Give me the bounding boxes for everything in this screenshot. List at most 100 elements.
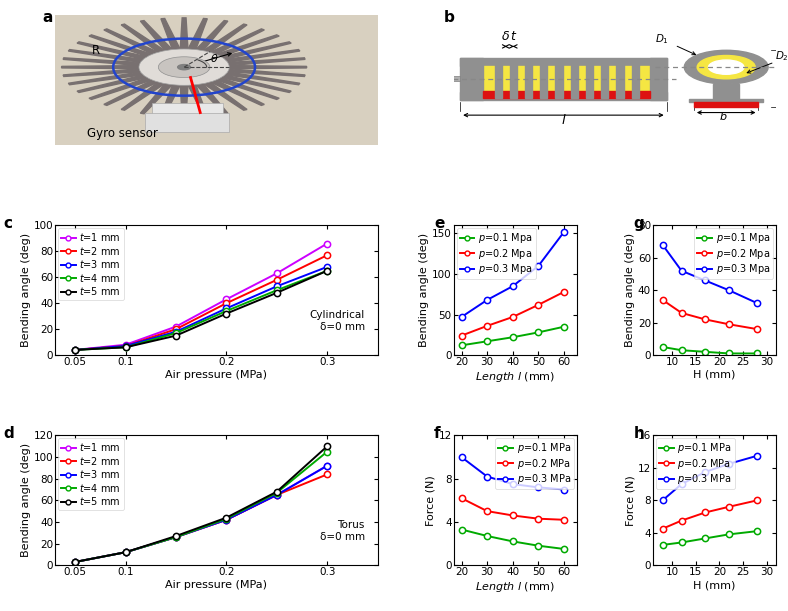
Polygon shape (203, 24, 247, 52)
Bar (571, 59, 578, 98)
Text: R: R (92, 44, 100, 57)
Bar (650, 58, 667, 100)
Polygon shape (121, 82, 165, 110)
Y-axis label: Force (N): Force (N) (625, 475, 635, 525)
Bar (586, 59, 593, 98)
Circle shape (708, 60, 744, 75)
Bar (495, 59, 502, 98)
Circle shape (158, 57, 210, 78)
Y-axis label: Force (N): Force (N) (426, 475, 436, 525)
Polygon shape (77, 42, 147, 59)
Y-axis label: Bending angle (deg): Bending angle (deg) (625, 233, 635, 347)
Text: $b$: $b$ (719, 111, 727, 122)
Text: Torus
δ=0 mm: Torus δ=0 mm (319, 520, 365, 542)
Polygon shape (229, 65, 307, 68)
Polygon shape (89, 35, 152, 57)
X-axis label: Air pressure (MPa): Air pressure (MPa) (165, 580, 267, 590)
Bar (601, 59, 608, 98)
Polygon shape (63, 69, 140, 76)
Bar (460, 92, 667, 100)
Bar (541, 59, 548, 98)
Text: $D_2$: $D_2$ (775, 49, 788, 62)
Polygon shape (196, 84, 228, 114)
Polygon shape (89, 78, 152, 100)
Polygon shape (161, 18, 180, 49)
Text: $\theta$: $\theta$ (210, 52, 218, 64)
X-axis label: $\it{Length\ l}$ (mm): $\it{Length\ l}$ (mm) (475, 580, 556, 594)
Text: d: d (4, 426, 14, 441)
Polygon shape (216, 78, 279, 100)
Bar (448, 76, 460, 81)
Text: h: h (634, 426, 645, 441)
Bar (146, 112, 229, 132)
Polygon shape (161, 85, 180, 116)
Polygon shape (104, 80, 158, 106)
Polygon shape (225, 49, 300, 62)
Bar (690, 99, 764, 102)
Bar (152, 103, 223, 117)
Polygon shape (203, 82, 247, 110)
Polygon shape (216, 35, 279, 57)
Text: Gyro sensor: Gyro sensor (87, 127, 158, 140)
Text: Cylindrical
δ=0 mm: Cylindrical δ=0 mm (310, 310, 365, 332)
Text: f: f (434, 426, 440, 441)
Text: g: g (634, 216, 645, 232)
Polygon shape (210, 80, 264, 106)
Polygon shape (188, 18, 207, 49)
Polygon shape (77, 75, 147, 92)
Bar (556, 59, 563, 98)
Text: c: c (4, 216, 13, 232)
Polygon shape (221, 42, 291, 59)
Bar (483, 91, 650, 98)
Polygon shape (61, 65, 139, 68)
X-axis label: H (mm): H (mm) (693, 370, 736, 380)
Circle shape (139, 49, 229, 86)
Y-axis label: Bending angle (deg): Bending angle (deg) (20, 443, 31, 557)
Legend: $\mathit{p}$=0.1 Mpa, $\mathit{p}$=0.2 Mpa, $\mathit{p}$=0.3 Mpa: $\mathit{p}$=0.1 Mpa, $\mathit{p}$=0.2 M… (457, 229, 536, 279)
Bar (460, 58, 667, 66)
Text: $l$: $l$ (560, 113, 567, 127)
Polygon shape (140, 21, 173, 51)
Polygon shape (63, 58, 140, 65)
Legend: $\mathit{p}$=0.1 MPa, $\mathit{p}$=0.2 MPa, $\mathit{p}$=0.3 MPa: $\mathit{p}$=0.1 MPa, $\mathit{p}$=0.2 M… (656, 439, 735, 489)
Bar (616, 59, 623, 98)
Text: $t$: $t$ (510, 30, 517, 43)
X-axis label: H (mm): H (mm) (693, 580, 736, 590)
Bar (694, 102, 758, 107)
Bar (525, 59, 532, 98)
Bar (510, 59, 517, 98)
Polygon shape (225, 72, 300, 85)
Bar (460, 58, 483, 100)
Bar (483, 66, 650, 92)
Legend: $\mathit{p}$=0.1 MPa, $\mathit{p}$=0.2 MPa, $\mathit{p}$=0.3 MPa: $\mathit{p}$=0.1 MPa, $\mathit{p}$=0.2 M… (495, 439, 574, 489)
Polygon shape (188, 85, 207, 116)
Polygon shape (228, 69, 305, 76)
Polygon shape (210, 29, 264, 54)
X-axis label: $\it{Length\ l}$ (mm): $\it{Length\ l}$ (mm) (475, 370, 556, 384)
Circle shape (697, 56, 755, 79)
Polygon shape (140, 84, 173, 114)
Polygon shape (69, 72, 143, 85)
Polygon shape (104, 29, 158, 54)
Circle shape (177, 65, 191, 70)
Legend: $\mathit{p}$=0.1 Mpa, $\mathit{p}$=0.2 Mpa, $\mathit{p}$=0.3 Mpa: $\mathit{p}$=0.1 Mpa, $\mathit{p}$=0.2 M… (694, 229, 773, 279)
Text: $\delta$: $\delta$ (501, 30, 510, 43)
Polygon shape (228, 58, 305, 65)
Y-axis label: Bending angle (deg): Bending angle (deg) (20, 233, 31, 347)
Text: b: b (444, 10, 455, 25)
X-axis label: Air pressure (MPa): Air pressure (MPa) (165, 370, 267, 380)
Text: e: e (434, 216, 444, 232)
Y-axis label: Bending angle (deg): Bending angle (deg) (419, 233, 429, 347)
Polygon shape (221, 75, 291, 92)
Polygon shape (69, 49, 143, 62)
Legend: $\mathit{t}$=1 mm, $\mathit{t}$=2 mm, $\mathit{t}$=3 mm, $\mathit{t}$=4 mm, $\ma: $\mathit{t}$=1 mm, $\mathit{t}$=2 mm, $\… (58, 229, 124, 300)
Polygon shape (196, 21, 228, 51)
Polygon shape (180, 18, 188, 49)
Text: $D_1$: $D_1$ (656, 32, 669, 46)
Text: a: a (43, 10, 53, 25)
Bar (713, 84, 739, 100)
Polygon shape (121, 24, 165, 52)
Circle shape (684, 50, 768, 84)
Polygon shape (180, 86, 188, 117)
Legend: $\mathit{t}$=1 mm, $\mathit{t}$=2 mm, $\mathit{t}$=3 mm, $\mathit{t}$=4 mm, $\ma: $\mathit{t}$=1 mm, $\mathit{t}$=2 mm, $\… (58, 439, 124, 510)
